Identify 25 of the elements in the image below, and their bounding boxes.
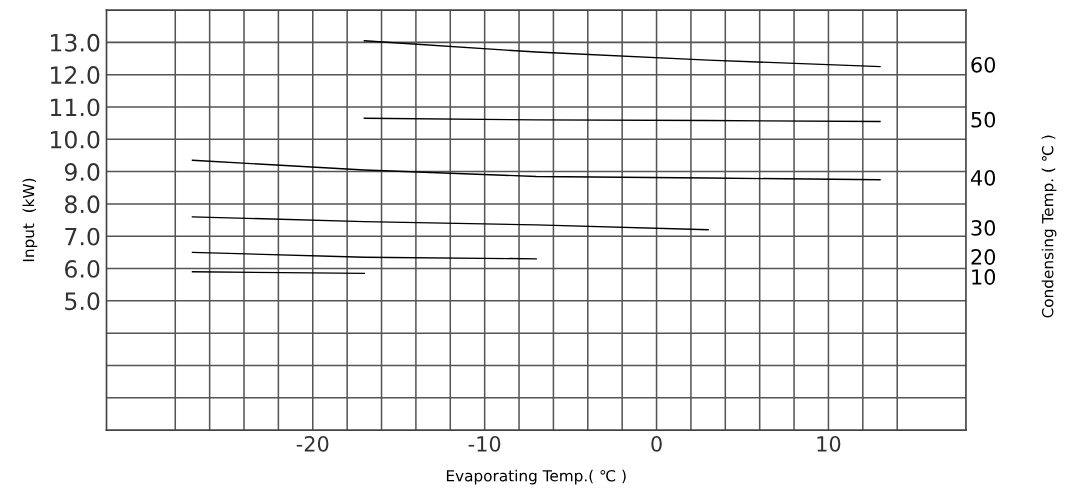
y-tick-label: 7.0 [65, 227, 100, 246]
line-series [363, 40, 881, 68]
y-tick-label: 9.0 [64, 163, 100, 181]
y-tick-label: 10.0 [50, 130, 100, 149]
text: 10 [972, 269, 996, 285]
x-tick-label: -10 [468, 435, 501, 452]
y-axis-title: Input (kW) [22, 178, 38, 262]
text: 60 [971, 56, 996, 73]
line-series [191, 216, 709, 231]
text: 20 [971, 249, 996, 265]
x-tick-label: 10 [817, 435, 841, 452]
y-tick-label: 8.0 [65, 195, 100, 214]
x-tick-label: 0 [651, 435, 662, 452]
y-tick-label: 13.0 [50, 33, 100, 52]
y-tick-label: 12.0 [50, 66, 100, 84]
text: 50 [971, 111, 996, 128]
text: 40 [970, 169, 996, 186]
x-axis-title: Evaporating Temp.( ℃ ) [446, 469, 626, 485]
y-tick-label: 5.0 [65, 292, 100, 311]
text: 30 [971, 220, 996, 236]
y-tick-label: 11.0 [50, 98, 100, 117]
y2-axis-title: Condensing Temp. ( ℃ ) [1041, 135, 1057, 318]
x-tick-label: -20 [296, 435, 329, 452]
line-series [191, 159, 881, 181]
y-tick-label: 6.0 [65, 259, 100, 278]
